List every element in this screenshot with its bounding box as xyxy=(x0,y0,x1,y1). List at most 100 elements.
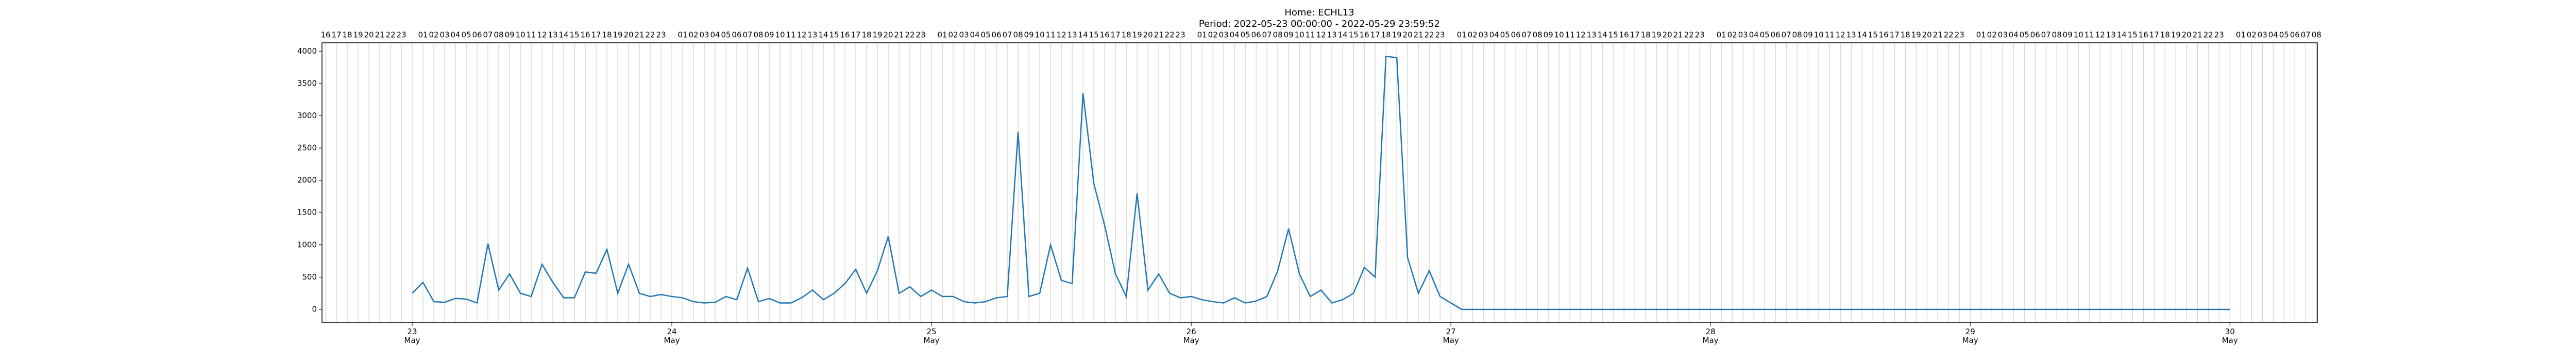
hour-tick-label: 01 xyxy=(1717,30,1726,40)
y-tick-label: 0 xyxy=(312,304,317,314)
hour-tick-label: 12 xyxy=(1576,30,1586,40)
hour-tick-label: 06 xyxy=(732,30,742,40)
hour-tick-label: 06 xyxy=(2290,30,2300,40)
hour-tick-label: 08 xyxy=(754,30,764,40)
hour-tick-label: 03 xyxy=(2258,30,2267,40)
hour-tick-label: 14 xyxy=(558,30,568,40)
hour-tick-label: 20 xyxy=(1663,30,1672,40)
hour-tick-label: 04 xyxy=(970,30,980,40)
hour-tick-label: 18 xyxy=(1122,30,1131,40)
hour-tick-label: 19 xyxy=(1652,30,1662,40)
hour-tick-label: 15 xyxy=(2128,30,2138,40)
hour-tick-label: 16 xyxy=(1619,30,1629,40)
hour-tick-label: 11 xyxy=(1565,30,1575,40)
hour-tick-label: 02 xyxy=(948,30,958,40)
hour-tick-label: 18 xyxy=(1901,30,1910,40)
hour-tick-label: 05 xyxy=(1760,30,1770,40)
x-tick-label: 28 May xyxy=(1702,327,1719,345)
hour-tick-label: 17 xyxy=(851,30,861,40)
hour-tick-label: 06 xyxy=(1251,30,1261,40)
chart-subtitle: Period: 2022-05-23 00:00:00 - 2022-05-29… xyxy=(1199,19,1440,29)
hour-tick-label: 22 xyxy=(1425,30,1434,40)
hour-tick-label: 08 xyxy=(2312,30,2321,40)
hour-tick-label: 18 xyxy=(2160,30,2170,40)
hour-tick-label: 22 xyxy=(385,30,395,40)
hour-tick-label: 07 xyxy=(1003,30,1012,40)
hour-tick-label: 01 xyxy=(1457,30,1467,40)
hour-tick-label: 17 xyxy=(1630,30,1640,40)
chart-title: Home: ECHL13 xyxy=(1284,7,1354,18)
hour-tick-label: 05 xyxy=(981,30,991,40)
y-tick-label: 3500 xyxy=(297,78,317,88)
hour-tick-label: 21 xyxy=(1154,30,1164,40)
hour-tick-label: 09 xyxy=(504,30,514,40)
hour-tick-label: 12 xyxy=(797,30,807,40)
hour-tick-label: 06 xyxy=(1771,30,1781,40)
hour-tick-label: 06 xyxy=(472,30,482,40)
hour-tick-label: 18 xyxy=(602,30,612,40)
hour-tick-label: 12 xyxy=(1836,30,1845,40)
hour-tick-label: 14 xyxy=(1078,30,1088,40)
hour-tick-label: 15 xyxy=(1089,30,1099,40)
hour-tick-label: 19 xyxy=(1911,30,1921,40)
hour-tick-label: 09 xyxy=(1024,30,1034,40)
hour-tick-label: 02 xyxy=(1468,30,1478,40)
hour-tick-label: 05 xyxy=(2279,30,2289,40)
y-tick-label: 2000 xyxy=(297,175,317,185)
hour-tick-label: 23 xyxy=(396,30,406,40)
hour-tick-label: 01 xyxy=(2236,30,2246,40)
hour-tick-label: 15 xyxy=(569,30,579,40)
hour-tick-label: 10 xyxy=(515,30,525,40)
hour-tick-label: 20 xyxy=(2182,30,2192,40)
hour-tick-label: 06 xyxy=(2030,30,2040,40)
hour-tick-label: 01 xyxy=(418,30,428,40)
hour-tick-label: 22 xyxy=(645,30,655,40)
x-tick-label: 23 May xyxy=(404,327,420,345)
hour-tick-label: 09 xyxy=(765,30,774,40)
x-tick-label: 29 May xyxy=(1962,327,1978,345)
hour-tick-label: 07 xyxy=(1522,30,1532,40)
hour-tick-label: 02 xyxy=(1208,30,1218,40)
y-tick-label: 4000 xyxy=(297,46,317,56)
hour-tick-label: 21 xyxy=(1414,30,1423,40)
hour-tick-label: 19 xyxy=(1392,30,1402,40)
hour-tick-label: 11 xyxy=(1306,30,1315,40)
hour-tick-label: 07 xyxy=(2301,30,2311,40)
hour-tick-label: 02 xyxy=(429,30,438,40)
hour-tick-label: 01 xyxy=(1976,30,1986,40)
hour-tick-label: 10 xyxy=(2074,30,2083,40)
hour-tick-label: 04 xyxy=(2009,30,2019,40)
hour-tick-label: 16 xyxy=(840,30,850,40)
hour-tick-label: 16 xyxy=(580,30,590,40)
hour-tick-label: 02 xyxy=(1727,30,1737,40)
hour-tick-label: 04 xyxy=(1489,30,1499,40)
hour-tick-label: 04 xyxy=(2268,30,2278,40)
hour-tick-label: 14 xyxy=(819,30,828,40)
hour-tick-label: 21 xyxy=(894,30,904,40)
hour-tick-label: 21 xyxy=(375,30,384,40)
hour-tick-label: 05 xyxy=(461,30,471,40)
x-tick-label: 24 May xyxy=(664,327,680,345)
hour-tick-label: 12 xyxy=(537,30,547,40)
hour-tick-label: 03 xyxy=(1998,30,2008,40)
hour-tick-label: 20 xyxy=(884,30,893,40)
hour-tick-label: 22 xyxy=(905,30,915,40)
hour-tick-label: 20 xyxy=(364,30,374,40)
hour-tick-label: 19 xyxy=(873,30,883,40)
hour-tick-label: 17 xyxy=(2149,30,2159,40)
hour-tick-label: 18 xyxy=(1381,30,1391,40)
hour-tick-label: 15 xyxy=(1868,30,1878,40)
hour-tick-label: 20 xyxy=(1143,30,1153,40)
hour-tick-label: 10 xyxy=(1035,30,1045,40)
hour-tick-label: 03 xyxy=(700,30,709,40)
hour-tick-label: 14 xyxy=(1598,30,1607,40)
hour-tick-label: 01 xyxy=(938,30,947,40)
hour-tick-label: 13 xyxy=(808,30,818,40)
hour-tick-label: 11 xyxy=(786,30,796,40)
hour-tick-label: 19 xyxy=(1132,30,1142,40)
x-tick-label: 30 May xyxy=(2222,327,2238,345)
hour-tick-label: 22 xyxy=(2204,30,2213,40)
hour-tick-label: 07 xyxy=(743,30,753,40)
y-tick-label: 500 xyxy=(302,272,317,282)
